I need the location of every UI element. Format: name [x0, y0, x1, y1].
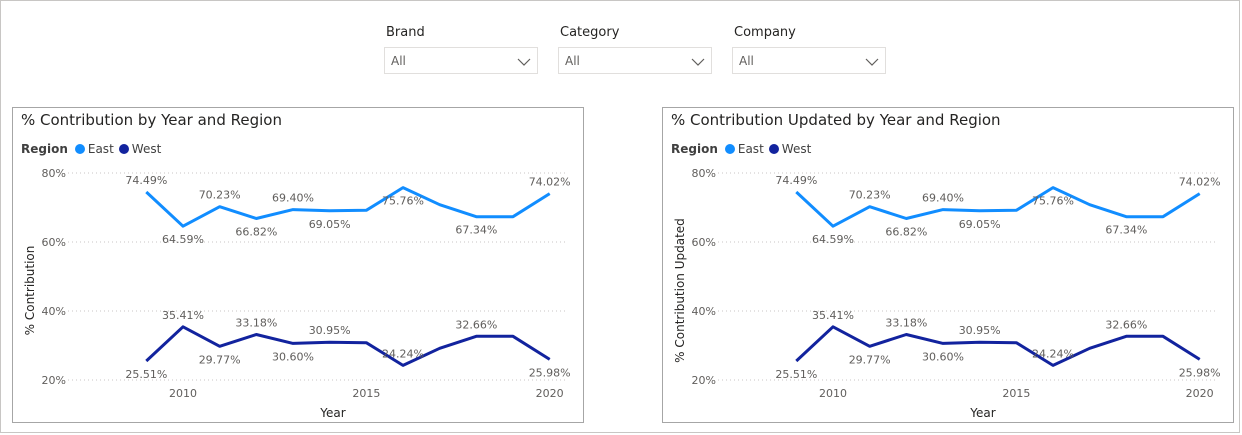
data-label: 74.02%: [1179, 176, 1221, 189]
legend-marker-west: [118, 144, 129, 154]
x-tick-label: 2010: [819, 387, 847, 400]
chart-title: % Contribution by Year and Region: [21, 111, 282, 129]
data-label: 75.76%: [382, 195, 424, 208]
legend-title: Region: [21, 142, 68, 156]
data-label: 35.41%: [812, 309, 854, 322]
legend-label-east: East: [737, 142, 764, 156]
brand-slicer[interactable]: Brand All: [384, 24, 544, 74]
y-tick-label: 80%: [42, 167, 66, 180]
legend-item-east[interactable]: East: [724, 142, 764, 156]
x-tick-label: 2020: [1186, 387, 1214, 400]
data-label: 25.51%: [775, 368, 817, 381]
data-label: 24.24%: [1032, 347, 1074, 360]
legend-label-east: East: [87, 142, 114, 156]
data-label: 64.59%: [162, 233, 204, 246]
chart-title: % Contribution Updated by Year and Regio…: [671, 111, 1001, 129]
x-tick-label: 2010: [169, 387, 197, 400]
data-label: 69.05%: [309, 218, 351, 231]
contribution-chart-card[interactable]: % Contribution by Year and Region Region…: [12, 107, 584, 423]
legend-marker-east: [74, 144, 85, 154]
y-tick-label: 40%: [692, 305, 716, 318]
y-axis-title: % Contribution Updated: [673, 218, 687, 363]
data-label: 30.95%: [309, 324, 351, 337]
chevron-down-icon[interactable]: [865, 48, 879, 75]
data-label: 29.77%: [199, 353, 241, 366]
data-label: 69.05%: [959, 218, 1001, 231]
data-label: 24.24%: [382, 347, 424, 360]
brand-dropdown-value: All: [391, 54, 406, 68]
x-axis-title: Year: [969, 406, 995, 420]
category-slicer-title: Category: [560, 25, 620, 40]
company-slicer[interactable]: Company All: [732, 24, 892, 74]
line-chart: 20% 40% 60% 80% 2010 2015 2020 Year % Contributi…: [673, 167, 1221, 420]
legend-item-east[interactable]: East: [74, 142, 114, 156]
brand-dropdown[interactable]: All: [384, 47, 538, 74]
chart-legend: Region East West: [21, 142, 166, 156]
data-label: 25.51%: [125, 368, 167, 381]
legend-title: Region: [671, 142, 718, 156]
data-label: 69.40%: [272, 192, 314, 205]
legend-marker-east: [724, 144, 735, 154]
chevron-down-icon[interactable]: [691, 48, 705, 75]
line-chart: 20% 40% 60% 80% 2010 2015 2020 Year % Contributi…: [23, 167, 571, 420]
y-tick-label: 80%: [692, 167, 716, 180]
legend-item-west[interactable]: West: [118, 142, 162, 156]
data-label: 32.66%: [455, 318, 497, 331]
data-label: 64.59%: [812, 233, 854, 246]
data-label: 25.98%: [529, 366, 571, 379]
data-label: 25.98%: [1179, 366, 1221, 379]
series-line-east: [795, 186, 1201, 228]
data-label: 33.18%: [235, 317, 277, 330]
company-slicer-title: Company: [734, 25, 796, 40]
x-tick-label: 2015: [352, 387, 380, 400]
legend-item-west[interactable]: West: [768, 142, 812, 156]
data-label: 74.49%: [775, 174, 817, 187]
data-label: 66.82%: [235, 225, 277, 238]
chart-legend: Region East West: [671, 142, 816, 156]
y-tick-label: 20%: [42, 374, 66, 387]
chevron-down-icon[interactable]: [517, 48, 531, 75]
data-label: 35.41%: [162, 309, 204, 322]
x-tick-label: 2015: [1002, 387, 1030, 400]
data-label: 30.60%: [272, 350, 314, 363]
y-tick-label: 40%: [42, 305, 66, 318]
data-label: 29.77%: [849, 353, 891, 366]
x-axis-title: Year: [319, 406, 345, 420]
x-tick-label: 2020: [536, 387, 564, 400]
data-label: 32.66%: [1105, 318, 1147, 331]
category-dropdown[interactable]: All: [558, 47, 712, 74]
data-label: 74.02%: [529, 176, 571, 189]
data-label: 74.49%: [125, 174, 167, 187]
data-label: 66.82%: [885, 225, 927, 238]
y-tick-label: 60%: [692, 236, 716, 249]
legend-label-west: West: [781, 142, 812, 156]
legend-label-west: West: [131, 142, 162, 156]
category-slicer[interactable]: Category All: [558, 24, 718, 74]
contribution-updated-chart-card[interactable]: % Contribution Updated by Year and Regio…: [662, 107, 1234, 423]
data-label: 70.23%: [849, 189, 891, 202]
data-label: 30.95%: [959, 324, 1001, 337]
category-dropdown-value: All: [565, 54, 580, 68]
y-axis-title: % Contribution: [23, 246, 37, 336]
data-label: 67.34%: [455, 224, 497, 237]
series-line-west: [795, 325, 1201, 367]
data-label: 67.34%: [1105, 224, 1147, 237]
series-line-west: [145, 325, 551, 367]
data-label: 70.23%: [199, 189, 241, 202]
series-line-east: [145, 186, 551, 228]
data-label: 75.76%: [1032, 195, 1074, 208]
y-tick-label: 20%: [692, 374, 716, 387]
data-label: 30.60%: [922, 350, 964, 363]
data-label: 33.18%: [885, 317, 927, 330]
y-tick-label: 60%: [42, 236, 66, 249]
brand-slicer-title: Brand: [386, 25, 425, 40]
data-label: 69.40%: [922, 192, 964, 205]
company-dropdown-value: All: [739, 54, 754, 68]
legend-marker-west: [768, 144, 779, 154]
company-dropdown[interactable]: All: [732, 47, 886, 74]
